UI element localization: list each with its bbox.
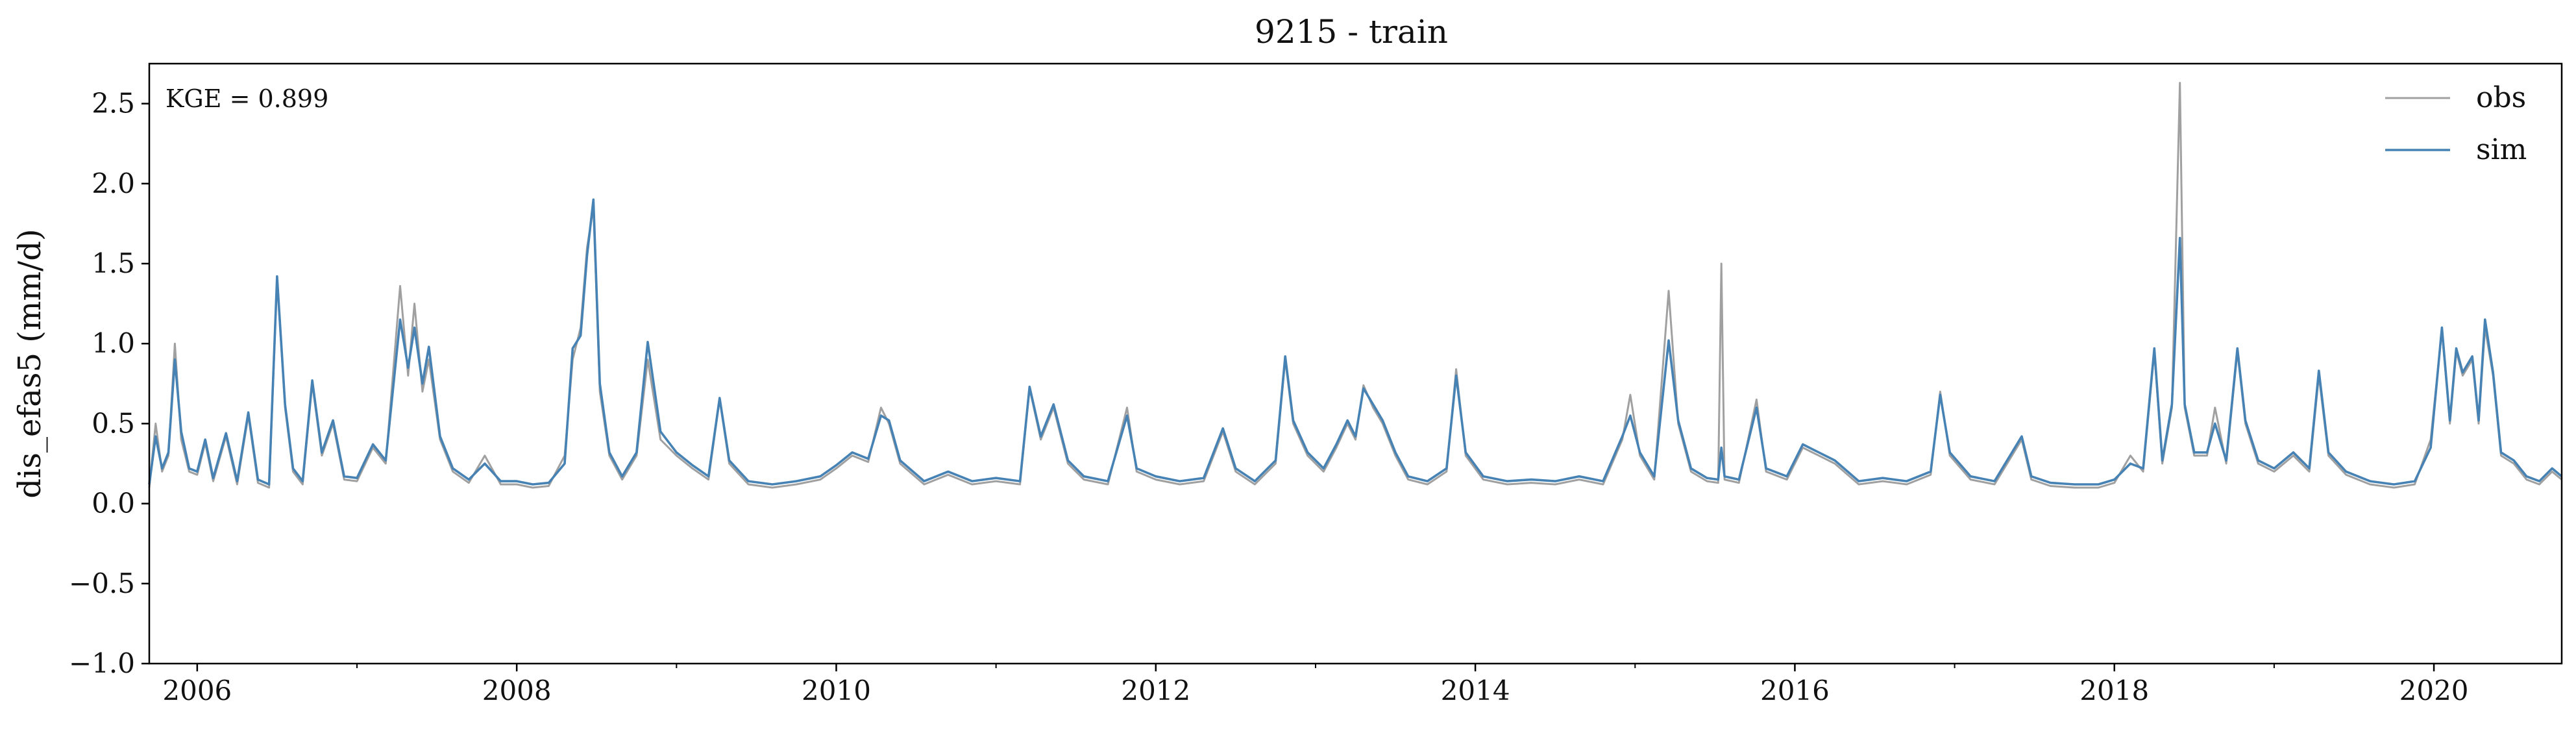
y-axis: −1.0 −0.5 0.0 0.5 1.0 1.5 2.0 2.5 (69, 88, 149, 679)
y-tick-label: 2.5 (92, 88, 135, 119)
y-tick-label: 1.0 (92, 327, 135, 359)
x-tick-label: 2014 (1441, 675, 1510, 706)
y-tick-label: 0.5 (92, 407, 135, 439)
x-tick-label: 2016 (1760, 675, 1830, 706)
x-tick-label: 2020 (2399, 675, 2469, 706)
plot-frame (148, 62, 2563, 665)
series-layer (148, 82, 2563, 489)
x-tick-label: 2008 (482, 675, 552, 706)
legend-label-sim: sim (2476, 133, 2527, 166)
x-tick-label: 2010 (802, 675, 871, 706)
plot-area (148, 64, 2563, 664)
legend: obs sim (2385, 81, 2527, 166)
y-tick-label: 1.5 (92, 247, 135, 279)
series-line-obs (148, 82, 2562, 489)
y-tick-label: 2.0 (92, 168, 135, 199)
y-tick-label: −0.5 (69, 567, 135, 599)
x-tick-label: 2006 (162, 675, 232, 706)
x-axis: 2006 2008 2010 2012 2014 2016 2018 2020 (162, 664, 2469, 706)
legend-label-obs: obs (2476, 81, 2526, 114)
y-tick-label: 0.0 (92, 488, 135, 519)
series-line-sim (148, 198, 2563, 486)
chart-title: 9215 - train (1255, 13, 1448, 51)
x-tick-label: 2012 (1121, 675, 1190, 706)
y-axis-label: dis_efas5 (mm/d) (12, 229, 48, 498)
x-tick-label: 2018 (2079, 675, 2149, 706)
y-tick-label: −1.0 (69, 647, 135, 679)
kge-annotation: KGE = 0.899 (166, 84, 328, 113)
